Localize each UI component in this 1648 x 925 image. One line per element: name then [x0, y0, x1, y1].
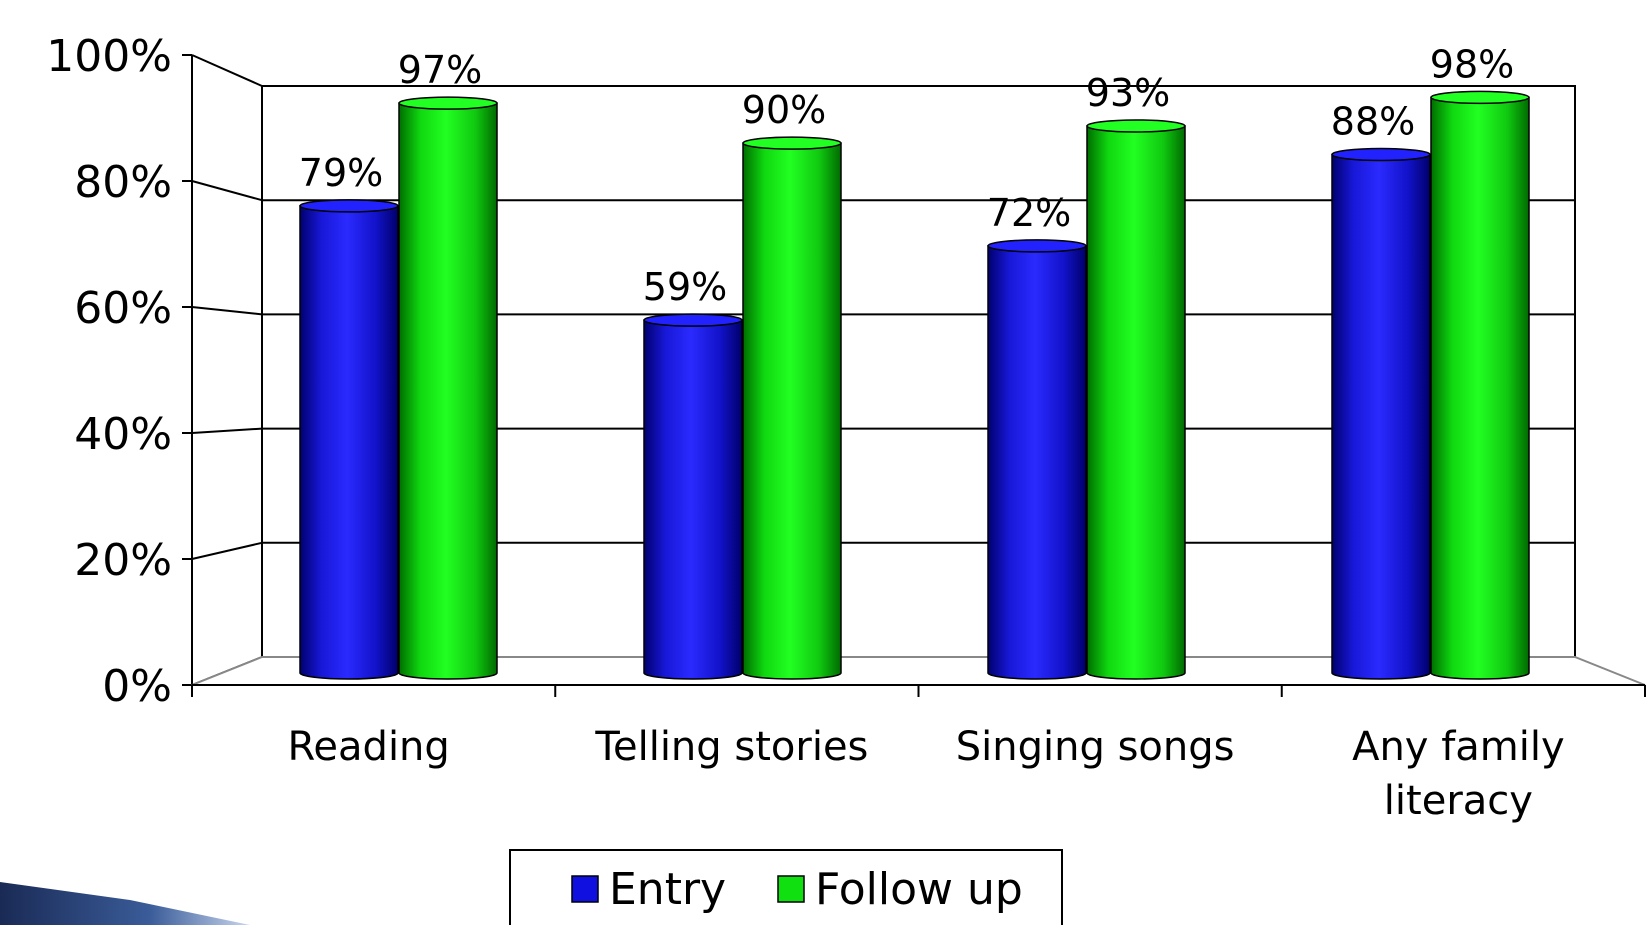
bar-top-cap — [987, 239, 1087, 253]
bar-entry — [299, 205, 399, 680]
legend-label: Entry — [609, 864, 726, 915]
legend-swatch — [777, 875, 805, 903]
y-tick-label: 100% — [46, 31, 172, 82]
y-tick-label: 0% — [102, 661, 172, 712]
bar-top-cap — [1430, 90, 1530, 105]
bar-top-cap — [742, 136, 842, 150]
side-wall-gridline — [191, 54, 263, 87]
side-wall-gridline — [191, 541, 263, 560]
bar-top-cap — [299, 199, 399, 213]
data-label: 79% — [299, 151, 383, 195]
data-label: 90% — [742, 88, 826, 132]
x-category-label: Reading — [287, 724, 449, 770]
bar-follow-up — [398, 102, 498, 680]
side-wall-gridline — [191, 306, 263, 316]
bar-top-cap — [1331, 147, 1431, 162]
bar-follow-up — [1086, 125, 1186, 680]
y-tick-label: 60% — [74, 283, 172, 334]
side-wall-gridline — [191, 180, 263, 202]
corner-decoration — [0, 882, 250, 925]
legend: Entry Follow up — [509, 849, 1063, 925]
bar-top-cap — [398, 96, 498, 110]
x-category-label: Singing songs — [956, 724, 1235, 770]
data-label: 59% — [643, 265, 727, 309]
y-tick-label: 80% — [74, 157, 172, 208]
legend-label: Follow up — [815, 864, 1023, 915]
bar-entry — [1331, 153, 1431, 680]
bar-follow-up — [742, 142, 842, 680]
data-label: 88% — [1331, 100, 1415, 144]
data-label: 98% — [1430, 42, 1514, 86]
bar-entry — [987, 245, 1087, 680]
bar-entry — [643, 319, 743, 680]
data-label: 72% — [987, 191, 1071, 235]
bar-top-cap — [643, 313, 743, 327]
labels: 0% 20% 40% 60% 80% 100% 79% 97% Reading 59% 90% Tel… — [46, 31, 1564, 824]
x-category-label: Any family — [1352, 724, 1565, 770]
bar-follow-up — [1430, 96, 1530, 680]
x-category-label: literacy — [1384, 778, 1533, 824]
bar-top-cap — [1086, 119, 1186, 133]
slide-corner-arrow-shape — [0, 882, 250, 925]
y-tick-label: 20% — [74, 535, 172, 586]
bars — [299, 90, 1530, 680]
legend-swatch — [571, 875, 599, 903]
side-wall-gridline — [191, 427, 263, 434]
y-tick-label: 40% — [74, 409, 172, 460]
data-label: 93% — [1086, 71, 1170, 115]
data-label: 97% — [398, 48, 482, 92]
x-category-label: Telling stories — [594, 724, 868, 770]
